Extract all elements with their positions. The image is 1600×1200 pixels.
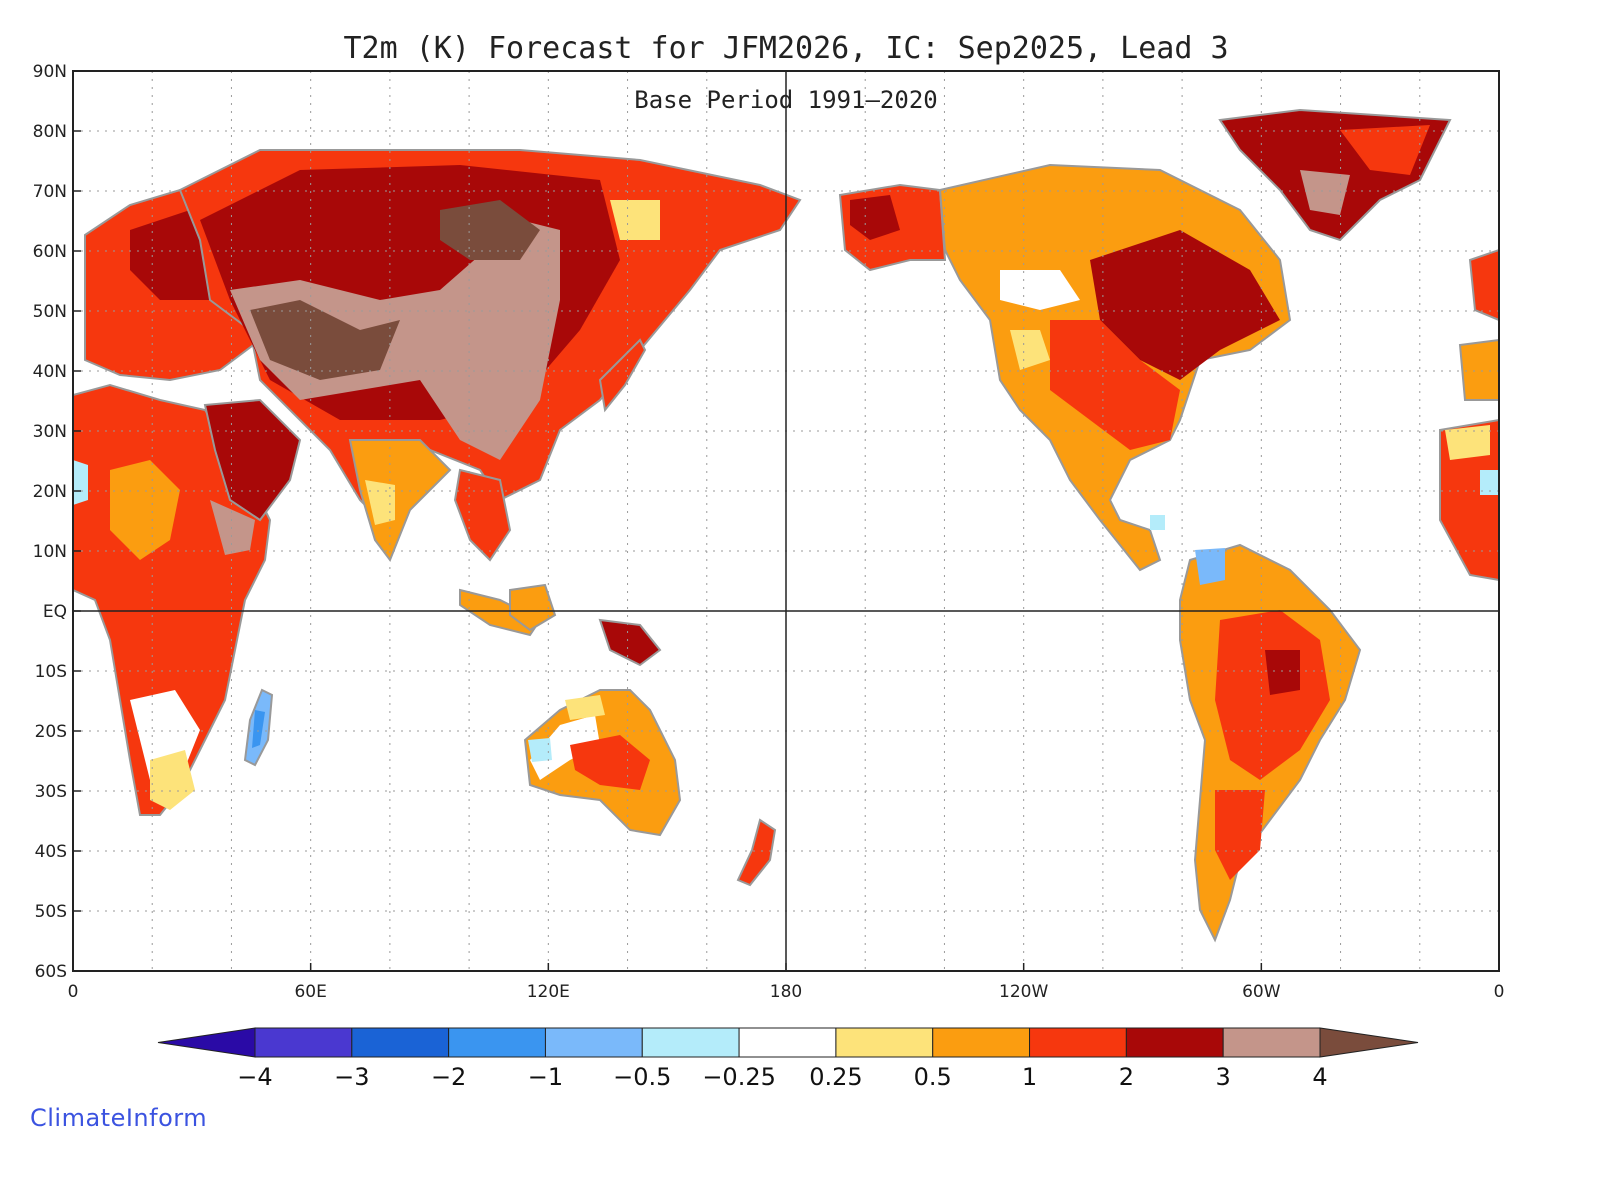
lon-label: 120E — [527, 982, 570, 1002]
lat-label: 80N — [33, 122, 67, 142]
madagascar-blue-core — [252, 710, 265, 748]
japan — [598, 338, 647, 413]
central-us-red — [1050, 320, 1180, 450]
longitude-axis-labels: 0 60E 120E 180 120W 60W 0 — [68, 963, 1505, 1002]
lon-label: 180 — [770, 982, 802, 1002]
lat-label: 10S — [35, 662, 67, 682]
colorbar-swatch — [641, 1027, 740, 1058]
colorbar-level-label: 0.25 — [809, 1063, 862, 1091]
southeast-asia — [453, 468, 512, 562]
colorbar-level-label: 3 — [1216, 1063, 1231, 1091]
australia-west-white — [530, 715, 600, 780]
indonesia — [459, 588, 542, 637]
lat-label: 50N — [33, 302, 67, 322]
africa-wrap-east — [1439, 418, 1499, 582]
colorbar: −4 −3 −2 −1 −0.5 −0.25 0.25 0.5 1 2 3 4 — [157, 1027, 1419, 1091]
colorbar-level-label: −3 — [334, 1063, 369, 1091]
colorbar-swatch — [254, 1027, 353, 1058]
central-asia-tan — [230, 220, 560, 460]
lat-label: 40N — [33, 362, 67, 382]
australia-central-red — [570, 735, 650, 790]
europe-wrap-east — [1458, 338, 1499, 401]
eastern-north-america-dark-red — [1090, 230, 1280, 380]
argentina-red — [1215, 790, 1265, 880]
lat-label: 60N — [33, 242, 67, 262]
india — [348, 439, 452, 563]
colorbar-right-arrow — [1319, 1027, 1419, 1058]
lon-label: 0 — [68, 982, 79, 1002]
colorbar-level-label: −0.5 — [613, 1063, 671, 1091]
east-siberia-yellow — [610, 200, 660, 240]
colorbar-swatch — [544, 1027, 643, 1058]
latitude-axis-labels: 90N 80N 70N 60N 50N 40N 30N 20N 10N EQ 10S 20S 30S 40… — [33, 62, 81, 982]
colorbar-left-arrow — [157, 1027, 256, 1058]
australia-west-light-blue — [528, 738, 552, 762]
lat-label: 20N — [33, 482, 67, 502]
greenland-east-red — [1340, 125, 1430, 175]
colorbar-swatch — [1125, 1027, 1224, 1058]
africa-wrap-light-blue — [1480, 470, 1499, 495]
africa-sahel-orange — [110, 460, 180, 560]
colorbar-level-label: −1 — [528, 1063, 563, 1091]
australia-north-yellow — [565, 695, 605, 720]
south-america-central-red — [1215, 610, 1330, 780]
africa-wrap-yellow — [1445, 425, 1490, 460]
colorbar-swatch — [738, 1027, 837, 1058]
lat-label: 70N — [33, 182, 67, 202]
colorbar-level-label: −4 — [237, 1063, 272, 1091]
lat-label: 30N — [33, 422, 67, 442]
siberia-brown — [440, 200, 540, 260]
new-zealand — [736, 818, 777, 887]
lon-label: 60W — [1242, 982, 1281, 1002]
lon-label: 60E — [294, 982, 326, 1002]
central-asia-brown — [250, 300, 400, 380]
colorbar-swatch — [448, 1027, 546, 1058]
map-title: T2m (K) Forecast for JFM2026, IC: Sep202… — [343, 31, 1228, 66]
alaska-dark-red — [850, 195, 900, 240]
lat-label: 90N — [33, 62, 67, 82]
lat-label: 30S — [35, 782, 67, 802]
horn-africa-tan — [210, 500, 255, 555]
india-yellow — [365, 480, 395, 525]
arabia — [203, 398, 302, 522]
colorbar-level-label: 2 — [1119, 1063, 1134, 1091]
colorbar-swatch — [1029, 1027, 1127, 1058]
central-america-light-blue — [1150, 515, 1165, 530]
africa-south-yellow — [150, 750, 195, 810]
lat-label: 60S — [35, 962, 67, 982]
colorbar-swatch — [351, 1027, 450, 1058]
lat-label: 20S — [35, 722, 67, 742]
map-subtitle: Base Period 1991–2020 — [634, 86, 937, 114]
uk-wrap-east — [1468, 248, 1499, 322]
lon-label: 0 — [1494, 982, 1505, 1002]
colorbar-swatch — [932, 1027, 1031, 1058]
colorbar-level-label: 1 — [1022, 1063, 1037, 1091]
west-africa-light-blue — [73, 460, 88, 505]
colorbar-level-label: −2 — [431, 1063, 466, 1091]
western-us-yellow — [1010, 330, 1050, 370]
colorbar-swatch — [1222, 1027, 1321, 1058]
lon-label: 120W — [999, 982, 1048, 1002]
lat-label: 10N — [33, 542, 67, 562]
brazil-dark-red — [1265, 650, 1300, 695]
colorbar-level-label: 4 — [1312, 1063, 1327, 1091]
colorbar-swatch — [835, 1027, 934, 1058]
new-guinea — [598, 618, 662, 667]
climateinform-watermark: ClimateInform — [30, 1104, 208, 1132]
lat-label: 50S — [35, 902, 67, 922]
greenland-south-tan — [1300, 170, 1350, 215]
colorbar-level-label: −0.25 — [702, 1063, 776, 1091]
map-plot-area — [73, 71, 1499, 971]
northern-south-america-blue — [1195, 548, 1225, 585]
northwest-white — [1000, 270, 1080, 310]
land-anomaly-layer — [73, 108, 1499, 943]
lat-label: 40S — [35, 842, 67, 862]
lat-label: EQ — [43, 602, 67, 622]
colorbar-level-label: 0.5 — [914, 1063, 952, 1091]
